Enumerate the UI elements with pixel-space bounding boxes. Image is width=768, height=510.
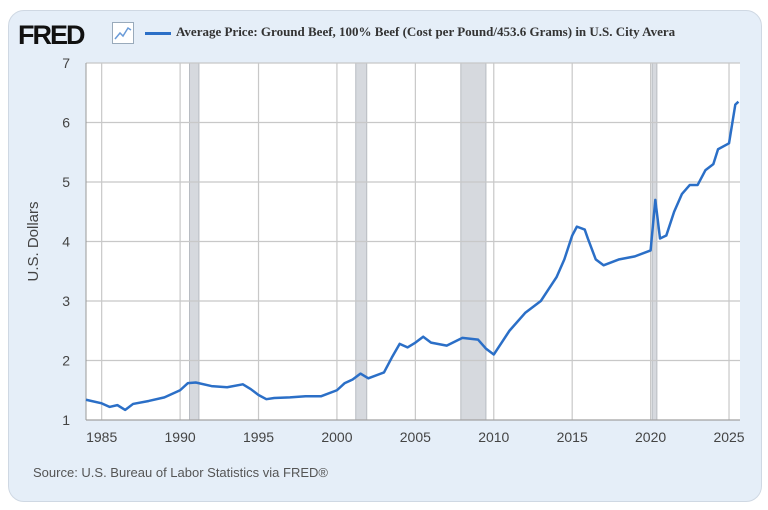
x-tick-label: 1990 bbox=[165, 429, 196, 445]
chart-title: Average Price: Ground Beef, 100% Beef (C… bbox=[176, 24, 676, 39]
x-tick-label: 2025 bbox=[713, 429, 744, 445]
x-tick-label: 2020 bbox=[635, 429, 666, 445]
series-line bbox=[85, 100, 740, 412]
fred-logo[interactable]: FRED bbox=[18, 20, 85, 50]
x-tick-label: 2015 bbox=[557, 429, 588, 445]
x-tick-label: 1985 bbox=[86, 429, 117, 445]
y-tick-label: 2 bbox=[62, 353, 70, 369]
legend-swatch bbox=[145, 32, 171, 35]
x-tick-label: 2005 bbox=[400, 429, 431, 445]
x-tick-label: 2010 bbox=[478, 429, 509, 445]
source-note: Source: U.S. Bureau of Labor Statistics … bbox=[33, 465, 328, 480]
y-axis-label: U.S. Dollars bbox=[25, 201, 42, 281]
y-tick-label: 6 bbox=[62, 115, 70, 131]
y-tick-label: 7 bbox=[62, 55, 70, 71]
x-tick-label: 2000 bbox=[321, 429, 352, 445]
y-tick-label: 5 bbox=[62, 174, 70, 190]
line-chart-icon[interactable] bbox=[112, 22, 134, 44]
y-tick-label: 1 bbox=[62, 412, 70, 428]
y-tick-label: 3 bbox=[62, 293, 70, 309]
y-tick-label: 4 bbox=[62, 234, 70, 250]
x-tick-label: 1995 bbox=[243, 429, 274, 445]
